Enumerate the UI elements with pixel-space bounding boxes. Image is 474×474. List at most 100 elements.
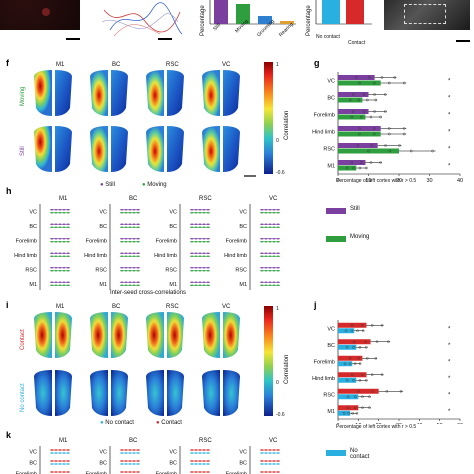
data-point	[121, 237, 123, 240]
data-point	[342, 411, 346, 415]
bar-contact	[338, 355, 363, 361]
subplot-title: VC	[269, 196, 278, 202]
data-point	[133, 284, 135, 287]
x-tick-label: 60	[457, 423, 463, 424]
data-point	[207, 208, 209, 211]
data-point	[265, 252, 267, 255]
significance-mark: *	[448, 147, 451, 153]
data-point	[199, 226, 201, 229]
data-point	[137, 255, 139, 258]
data-point	[59, 269, 61, 272]
data-point	[137, 211, 139, 214]
data-point	[195, 281, 197, 284]
data-point	[125, 269, 127, 272]
correlation-maps-i	[34, 312, 240, 416]
data-point	[59, 237, 61, 240]
data-point	[269, 223, 271, 226]
data-point	[195, 452, 197, 454]
data-point	[261, 237, 263, 240]
row-label: Hind limb	[224, 253, 247, 259]
data-point	[388, 149, 392, 153]
x-tick-label: 20	[376, 423, 382, 424]
chart-g: VC * BC * Forelimb * Hind limb * RSC * M1 * 0 10 20 30 4…	[312, 72, 463, 184]
data-point	[129, 452, 131, 454]
data-point	[67, 237, 69, 240]
x-tick-label: 40	[457, 178, 463, 184]
data-point	[63, 240, 65, 243]
row-label: Forelimb	[226, 472, 247, 474]
chart-j: VC * BC * Forelimb * Hind limb * RSC * M1 * 0 10 20 30 4…	[312, 320, 463, 424]
data-point	[350, 329, 354, 333]
data-point	[137, 240, 139, 243]
row-label: Forelimb	[16, 238, 37, 244]
data-point	[348, 362, 352, 366]
bar-no-contact	[338, 361, 353, 367]
data-point	[59, 284, 61, 287]
data-point	[121, 471, 123, 473]
data-point	[195, 211, 197, 214]
data-point	[121, 266, 123, 269]
data-point	[133, 237, 135, 240]
data-point	[191, 208, 193, 211]
bar-cat-nocontact: No contact	[316, 34, 340, 40]
data-point	[129, 266, 131, 269]
data-point	[199, 269, 201, 272]
data-point	[199, 281, 201, 284]
data-point	[273, 266, 275, 269]
data-point	[129, 284, 131, 287]
data-point	[51, 449, 53, 451]
data-point	[129, 463, 131, 465]
map-title-rsc: RSC	[166, 62, 179, 68]
data-point	[265, 266, 267, 269]
data-point	[121, 284, 123, 287]
category-label: RSC	[323, 392, 335, 398]
data-point	[273, 463, 275, 465]
significance-mark: *	[448, 130, 451, 136]
row-label: RSC	[25, 267, 37, 273]
subplot-title: BC	[129, 438, 138, 444]
data-point	[277, 237, 279, 240]
data-point	[191, 460, 193, 462]
data-point	[370, 144, 374, 147]
data-point	[362, 93, 366, 96]
bar-moving	[236, 4, 250, 24]
x-tick-label: 50	[437, 423, 443, 424]
row-label: VC	[239, 450, 247, 456]
data-point	[121, 226, 123, 229]
legend-f-still-label: Still	[105, 182, 115, 188]
data-point	[63, 211, 65, 214]
data-point	[195, 237, 197, 240]
data-point	[203, 471, 205, 473]
data-point	[352, 166, 355, 170]
data-point	[121, 252, 123, 255]
data-point	[191, 237, 193, 240]
data-point	[121, 223, 123, 226]
top-strip: Percentage Still Moving Grooming Rearing…	[0, 0, 474, 48]
map-i-title-m1: M1	[56, 304, 65, 310]
panel-label-h: h	[6, 186, 12, 196]
data-point	[59, 223, 61, 226]
data-point	[345, 378, 349, 382]
data-point	[357, 389, 360, 393]
data-point	[269, 208, 271, 211]
data-point	[137, 471, 139, 473]
data-point	[207, 252, 209, 255]
contact-bar-chart	[315, 0, 372, 25]
scale-bar	[456, 40, 470, 42]
data-point	[133, 452, 135, 454]
scale-bar	[66, 38, 80, 40]
row-label: Forelimb	[86, 472, 107, 474]
data-point	[273, 269, 275, 272]
data-point	[125, 266, 127, 269]
row-label-contact: Contact	[20, 329, 26, 350]
colorbar-i-tick-neg: -0.6	[276, 412, 285, 418]
data-point	[133, 211, 135, 214]
data-point	[261, 460, 263, 462]
axis-label: Percentage	[306, 5, 312, 36]
data-point	[191, 240, 193, 243]
data-point	[55, 449, 57, 451]
row-label-still: Still	[20, 146, 26, 156]
legend-f-still: ● Still	[100, 182, 115, 188]
data-point	[121, 463, 123, 465]
data-point	[362, 110, 366, 113]
